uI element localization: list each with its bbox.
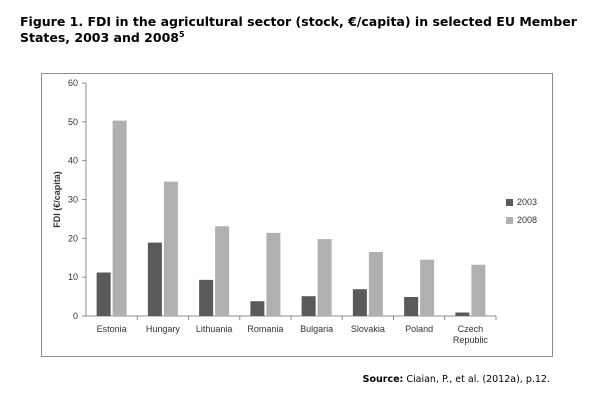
bar-2008-estonia [112,120,127,316]
bar-2003-bulgaria [301,296,316,316]
x-tick-label-line: Republic [453,335,489,345]
bar-2008-hungary [163,181,178,316]
y-tick-label: 50 [68,117,78,127]
bar-2008-poland [420,259,435,316]
bar-2003-hungary [147,242,162,316]
y-tick-label: 10 [68,272,78,282]
x-tick-label-line: Slovakia [351,324,385,334]
bar-2003-slovakia [352,289,367,316]
footnote-marker: 5 [178,29,185,39]
source-line: Source: Ciaian, P., et al. (2012a), p.12… [363,374,550,385]
y-axis-title: FDI (€/capita) [52,171,62,228]
x-tick-label: Bulgaria [300,324,333,334]
figure-title-text: Figure 1. FDI in the agricultural sector… [20,14,577,45]
y-tick-label: 0 [73,311,78,321]
legend-label-2008: 2008 [517,215,537,225]
x-tick-label-line: Romania [247,324,283,334]
figure-title: Figure 1. FDI in the agricultural sector… [20,14,580,46]
x-tick-label-line: Bulgaria [300,324,333,334]
bar-2003-romania [250,301,265,316]
legend-label-2003: 2003 [517,197,537,207]
y-tick-label: 40 [68,156,78,166]
bar-2008-romania [266,232,281,316]
y-tick-label: 60 [68,78,78,88]
x-tick-label: Lithuania [196,324,233,334]
x-tick-label: Hungary [146,324,181,334]
bar-2003-poland [404,296,419,316]
x-tick-label-line: Czech [458,324,484,334]
x-tick-label: Romania [247,324,283,334]
x-tick-label-line: Poland [405,324,433,334]
bar-2003-lithuania [199,279,214,316]
legend-swatch-2003 [506,199,513,206]
x-tick-label: Poland [405,324,433,334]
x-tick-label-line: Lithuania [196,324,233,334]
bar-2003-estonia [96,272,111,316]
y-tick-label: 20 [68,233,78,243]
legend-swatch-2008 [506,217,513,224]
bar-2003-czech-republic [455,312,470,316]
bar-2008-slovakia [368,251,383,316]
bar-2008-bulgaria [317,239,332,316]
x-tick-label-line: Hungary [146,324,181,334]
source-label: Source: [362,374,404,385]
x-tick-label-line: Estonia [97,324,127,334]
bar-2008-lithuania [215,226,230,316]
source-text: Ciaian, P., et al. (2012a), p.12. [406,374,550,385]
y-tick-label: 30 [68,195,78,205]
x-tick-label: Czech Republic [453,324,489,345]
x-tick-label: Estonia [97,324,127,334]
x-tick-label: Slovakia [351,324,385,334]
bar-2008-czech-republic [471,264,486,316]
